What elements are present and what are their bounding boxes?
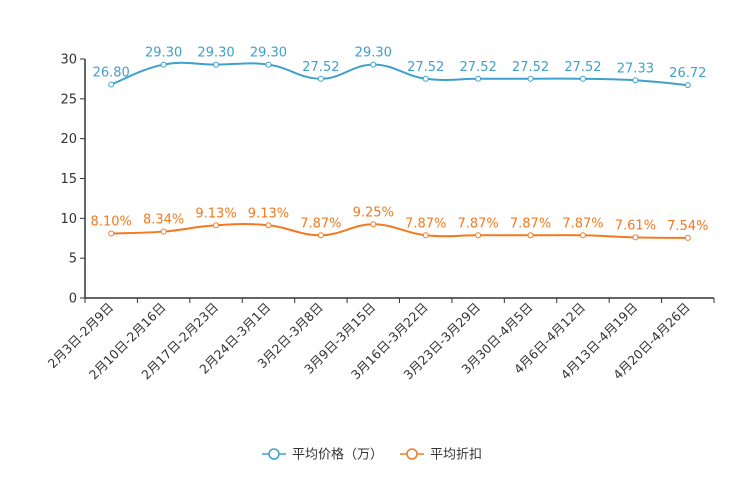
data-label: 29.30 bbox=[197, 46, 234, 61]
data-point bbox=[108, 230, 115, 237]
data-label: 7.87% bbox=[300, 216, 341, 231]
data-point bbox=[475, 75, 482, 82]
data-point bbox=[213, 61, 220, 68]
y-tick-label: 15 bbox=[60, 172, 77, 187]
data-label: 9.25% bbox=[353, 205, 394, 220]
legend: 平均价格（万） 平均折扣 bbox=[262, 447, 482, 463]
data-point bbox=[579, 232, 586, 239]
data-label: 7.87% bbox=[562, 216, 603, 231]
series-layer: 26.80 29.30 29.30 29.30 27.52 29.30 27.52 27.52… bbox=[91, 46, 708, 241]
data-label: 29.30 bbox=[250, 46, 287, 61]
legend-item-1: 平均价格（万） bbox=[262, 447, 383, 463]
y-tick-label: 20 bbox=[60, 132, 77, 147]
data-label: 8.34% bbox=[143, 213, 184, 228]
y-tick-label: 5 bbox=[69, 252, 77, 267]
series-line bbox=[111, 223, 688, 239]
series-line bbox=[110, 61, 688, 87]
data-label: 27.52 bbox=[302, 60, 339, 75]
data-point bbox=[265, 222, 272, 229]
legend-item-2: 平均折扣 bbox=[400, 448, 482, 463]
data-label: 9.13% bbox=[195, 206, 236, 221]
series-1: 26.80 29.30 29.30 29.30 27.52 29.30 27.52 27.52… bbox=[93, 46, 706, 89]
y-tick-label: 30 bbox=[60, 53, 77, 68]
data-point bbox=[370, 61, 377, 68]
data-point bbox=[108, 81, 115, 88]
data-point bbox=[475, 232, 482, 239]
data-label: 8.10% bbox=[91, 214, 132, 229]
legend-marker bbox=[406, 448, 418, 460]
data-point bbox=[632, 234, 639, 241]
data-label: 26.80 bbox=[93, 65, 130, 80]
data-label: 7.61% bbox=[615, 218, 656, 233]
data-point bbox=[160, 61, 167, 68]
data-label: 27.52 bbox=[512, 60, 549, 75]
y-tick-label: 0 bbox=[69, 292, 77, 307]
data-point bbox=[579, 75, 586, 82]
data-point bbox=[370, 221, 377, 228]
data-label: 29.30 bbox=[355, 46, 392, 61]
data-point bbox=[265, 61, 272, 68]
data-label: 7.87% bbox=[457, 216, 498, 231]
data-label: 27.33 bbox=[617, 61, 654, 76]
data-point bbox=[684, 82, 691, 89]
y-tick-label: 10 bbox=[60, 212, 77, 227]
data-label: 27.52 bbox=[460, 60, 497, 75]
legend-label: 平均折扣 bbox=[430, 448, 482, 463]
data-label: 29.30 bbox=[145, 46, 182, 61]
data-label: 27.52 bbox=[564, 60, 601, 75]
legend-marker bbox=[268, 448, 280, 460]
data-label: 9.13% bbox=[248, 206, 289, 221]
data-label: 7.87% bbox=[405, 216, 446, 231]
data-label: 27.52 bbox=[407, 60, 444, 75]
data-point bbox=[527, 232, 534, 239]
data-label: 7.87% bbox=[510, 216, 551, 231]
data-point bbox=[213, 222, 220, 229]
data-point bbox=[160, 228, 167, 235]
data-label: 26.72 bbox=[669, 66, 706, 81]
series-2: 8.10% 8.34% 9.13% 9.13% 7.87% 9.25% 7.87% 7.87%… bbox=[91, 205, 708, 241]
data-point bbox=[422, 232, 429, 239]
data-point bbox=[317, 232, 324, 239]
data-label: 7.54% bbox=[667, 219, 708, 234]
y-tick-label: 25 bbox=[60, 92, 77, 107]
data-point bbox=[422, 75, 429, 82]
data-point bbox=[684, 234, 691, 241]
data-point bbox=[527, 75, 534, 82]
data-point bbox=[317, 75, 324, 82]
legend-label: 平均价格（万） bbox=[292, 447, 383, 463]
data-point bbox=[632, 77, 639, 84]
